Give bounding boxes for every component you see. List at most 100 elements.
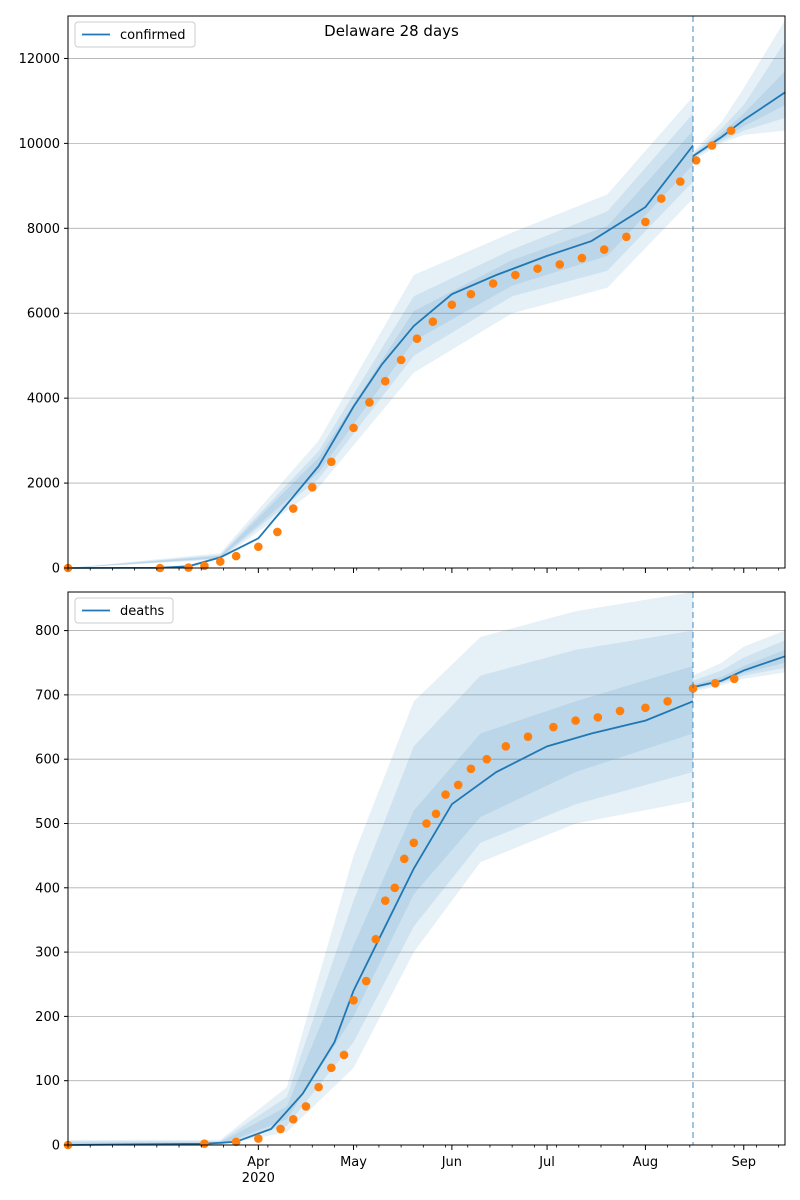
data-point <box>523 732 533 741</box>
data-point <box>273 527 282 537</box>
data-point <box>710 679 720 688</box>
data-point <box>276 1124 285 1134</box>
y-tick-label: 400 <box>35 881 60 896</box>
y-tick-label: 2000 <box>27 477 60 492</box>
data-point <box>399 854 409 864</box>
data-point <box>339 1050 349 1060</box>
data-point <box>288 1114 298 1124</box>
y-tick-label: 10000 <box>19 137 60 152</box>
data-point <box>641 703 650 713</box>
forecast-band <box>692 41 785 159</box>
forecast-band <box>692 630 785 692</box>
data-point <box>691 156 701 165</box>
data-point <box>200 1139 209 1149</box>
data-point <box>707 141 717 150</box>
data-point <box>428 317 438 327</box>
legend: confirmed <box>74 21 196 48</box>
data-point <box>254 1134 263 1143</box>
data-point <box>301 1102 311 1111</box>
legend-box <box>74 21 196 48</box>
data-point <box>577 253 587 263</box>
forecast-band <box>692 71 785 157</box>
data-point <box>511 270 520 280</box>
data-point <box>726 126 736 135</box>
y-tick-label: 100 <box>35 1074 60 1089</box>
y-tick-label: 500 <box>35 817 60 832</box>
data-point <box>349 996 358 1005</box>
y-tick-label: 700 <box>35 688 60 703</box>
y-tick-label: 4000 <box>27 392 60 407</box>
data-point <box>231 1137 241 1147</box>
y-tick-label: 300 <box>35 946 60 961</box>
axes-frame <box>67 591 786 1146</box>
data-point <box>396 355 406 365</box>
confirmed-plot: 0 2000 4000 6000 8000 10000 12000 Delaware 28 d… <box>19 15 786 577</box>
data-point <box>409 838 419 848</box>
y-tick-label: 8000 <box>27 222 60 237</box>
data-point <box>231 551 241 561</box>
data-point <box>466 289 476 299</box>
data-point <box>663 697 672 706</box>
data-point <box>422 819 431 828</box>
data-point <box>288 504 298 513</box>
data-point <box>365 398 374 407</box>
data-point <box>555 260 565 269</box>
forecast-band <box>692 640 785 690</box>
y-tick-label: 200 <box>35 1010 60 1025</box>
data-point <box>622 232 631 242</box>
y-tick-label: 800 <box>35 624 60 639</box>
data-point <box>447 300 457 310</box>
chart-title: Delaware 28 days <box>324 22 459 40</box>
legend: deaths <box>74 597 174 624</box>
data-point <box>380 376 390 386</box>
confidence-band <box>68 630 693 1145</box>
confidence-band <box>68 96 693 568</box>
data-point <box>599 245 609 254</box>
data-point <box>441 790 450 799</box>
x-tick-label: Sep <box>731 1155 756 1170</box>
y-tick-label: 600 <box>35 753 60 768</box>
data-point <box>466 764 476 774</box>
data-point <box>254 542 263 552</box>
legend-box <box>74 597 174 624</box>
x-tick-label: Apr <box>247 1155 270 1170</box>
legend-label: deaths <box>120 604 165 619</box>
data-point <box>501 742 511 751</box>
model-line <box>67 700 694 1146</box>
data-point <box>488 279 498 288</box>
legend-label: confirmed <box>120 28 186 43</box>
x-tick-year-label: 2020 <box>242 1171 275 1186</box>
x-tick-label: May <box>340 1155 367 1170</box>
data-point <box>431 809 441 819</box>
data-point <box>412 334 422 344</box>
y-tick-label: 12000 <box>19 52 60 67</box>
data-point <box>453 780 463 790</box>
data-point <box>390 883 400 893</box>
data-point <box>641 217 650 227</box>
data-point <box>656 194 666 203</box>
y-tick-label: 6000 <box>27 307 60 322</box>
data-point <box>380 896 390 905</box>
data-point <box>549 722 558 732</box>
y-tick-label: 0 <box>52 1139 60 1154</box>
confidence-band <box>68 592 693 1145</box>
confidence-band <box>68 665 693 1145</box>
y-tick-label: 0 <box>52 562 60 577</box>
data-point <box>676 177 685 186</box>
data-point <box>571 716 580 725</box>
data-point <box>361 976 371 986</box>
data-point <box>327 1063 336 1073</box>
data-point <box>729 674 739 684</box>
x-tick-label: Jun <box>441 1155 462 1170</box>
data-point <box>314 1082 323 1092</box>
forecast-band <box>692 649 785 689</box>
data-point <box>215 557 225 566</box>
data-point <box>533 264 542 273</box>
data-point <box>327 457 336 467</box>
data-point <box>371 934 381 944</box>
data-point <box>593 713 603 722</box>
x-tick-label: Aug <box>633 1155 658 1170</box>
axes-frame <box>67 15 786 569</box>
